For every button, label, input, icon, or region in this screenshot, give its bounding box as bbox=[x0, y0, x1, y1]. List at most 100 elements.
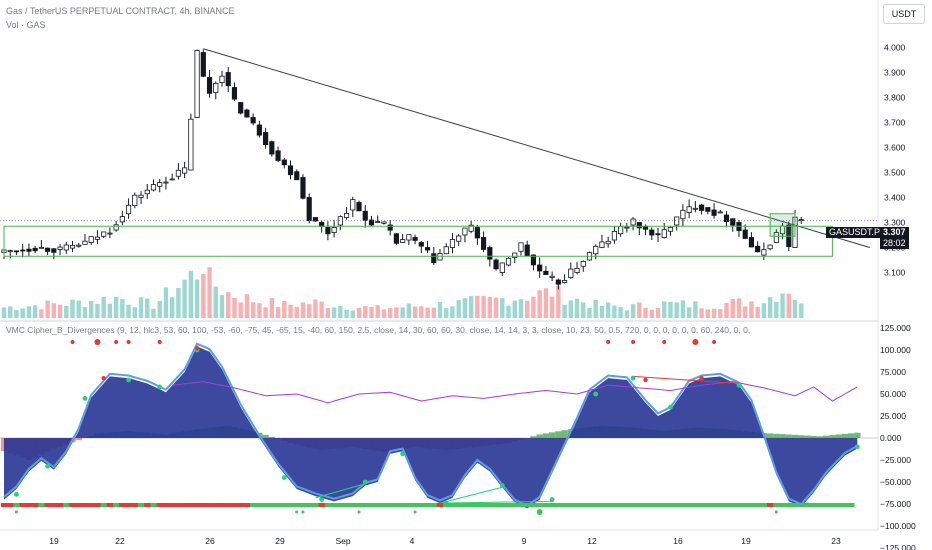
volume-bar bbox=[375, 305, 380, 318]
indicator-tick-label: −75.000 bbox=[880, 499, 911, 509]
strip-cell bbox=[144, 503, 151, 507]
candle-body bbox=[182, 167, 188, 174]
candle-body bbox=[275, 150, 281, 161]
volume-bar bbox=[145, 298, 150, 318]
currency-button[interactable]: USDT bbox=[883, 4, 925, 24]
last-price-tag: 3.307 bbox=[880, 227, 909, 238]
top-marker-dot bbox=[157, 340, 162, 344]
strip-cell bbox=[461, 503, 469, 507]
time-tick-label: 26 bbox=[205, 536, 215, 546]
money-flow-bar bbox=[810, 435, 817, 438]
volume-bar bbox=[182, 279, 187, 318]
candle-body bbox=[362, 210, 368, 221]
candle-body bbox=[144, 189, 150, 195]
price-tick-label: 3.700 bbox=[884, 118, 906, 128]
price-tick-label: 3.400 bbox=[884, 193, 906, 203]
volume-bar bbox=[444, 308, 449, 318]
volume-bar bbox=[288, 304, 293, 318]
volume-bar bbox=[668, 301, 673, 318]
current-box bbox=[769, 213, 796, 237]
candle-body bbox=[125, 204, 132, 215]
volume-bar bbox=[219, 295, 225, 318]
volume-bar bbox=[338, 305, 343, 318]
strip-cell bbox=[206, 503, 213, 507]
volume-bar bbox=[101, 296, 106, 318]
strip-cell bbox=[243, 503, 251, 507]
volume-bar bbox=[662, 301, 667, 318]
strip-cell bbox=[835, 503, 843, 507]
top-marker-dot bbox=[70, 340, 75, 344]
strip-cell bbox=[162, 503, 170, 507]
top-marker-dot bbox=[692, 339, 699, 345]
strip-cell bbox=[50, 503, 58, 507]
strip-cell bbox=[717, 503, 724, 507]
strip-cell bbox=[785, 503, 793, 507]
money-flow-bar bbox=[75, 438, 82, 441]
strip-cell bbox=[331, 503, 338, 507]
indicator-tick-label: 125.000 bbox=[880, 323, 911, 333]
candle-body bbox=[200, 52, 206, 77]
volume-bar bbox=[26, 306, 32, 318]
strip-cell bbox=[268, 503, 276, 507]
strip-cell bbox=[804, 503, 811, 507]
candle-body bbox=[244, 109, 250, 118]
volume-bar bbox=[95, 303, 100, 318]
candle-body bbox=[699, 204, 705, 211]
strip-cell bbox=[430, 503, 438, 507]
strip-cell bbox=[418, 503, 425, 507]
strip-cell bbox=[679, 503, 687, 507]
candle-body bbox=[337, 216, 343, 226]
volume-bar bbox=[699, 308, 704, 318]
candle-body bbox=[474, 227, 480, 239]
strip-cell bbox=[156, 503, 164, 507]
wave-edge bbox=[3, 342, 858, 507]
strip-marker bbox=[536, 509, 543, 515]
strip-cell bbox=[492, 503, 500, 507]
candle-body bbox=[611, 230, 617, 241]
volume-bar bbox=[238, 302, 243, 318]
candle-body bbox=[705, 207, 711, 212]
indicator-title: VMC Cipher_B_Divergences (9, 12, hlc3, 5… bbox=[6, 325, 751, 335]
volume-bar bbox=[674, 302, 679, 318]
strip-cell bbox=[424, 503, 431, 507]
candle-body bbox=[94, 236, 101, 240]
candle-body bbox=[580, 261, 586, 267]
volume-bar bbox=[618, 307, 623, 318]
candle-body bbox=[26, 248, 32, 252]
volume-bar bbox=[605, 302, 611, 318]
strip-cell bbox=[318, 503, 326, 507]
candle-body bbox=[537, 264, 543, 272]
signal-dot bbox=[45, 463, 50, 469]
indicator-tick-label: 25.000 bbox=[880, 411, 906, 421]
volume-bar bbox=[113, 296, 119, 318]
volume-bar bbox=[643, 307, 648, 318]
candle-body bbox=[88, 236, 94, 243]
strip-cell bbox=[368, 503, 375, 507]
signal-dot bbox=[499, 483, 505, 488]
strip-cell bbox=[256, 503, 263, 507]
indicator-tick-label: 75.000 bbox=[880, 367, 906, 377]
candle-body bbox=[543, 270, 549, 275]
volume-bar bbox=[705, 309, 711, 318]
indicator-pane bbox=[0, 339, 878, 515]
strip-cell bbox=[455, 503, 463, 507]
volume-bar bbox=[300, 302, 306, 318]
money-flow-bar bbox=[823, 435, 830, 438]
strip-cell bbox=[517, 503, 525, 507]
volume-bar bbox=[593, 299, 598, 318]
volume-bar bbox=[14, 309, 19, 318]
volume-bar bbox=[562, 304, 567, 318]
bull-divergence-line bbox=[315, 483, 366, 499]
volume-bar bbox=[587, 307, 592, 318]
volume-bar bbox=[537, 290, 542, 318]
strip-cell bbox=[636, 503, 643, 507]
candle-body bbox=[574, 267, 580, 273]
candle-body bbox=[157, 182, 163, 187]
time-tick-label: 23 bbox=[831, 536, 841, 546]
top-marker-dot bbox=[114, 340, 119, 344]
candle-body bbox=[175, 169, 181, 177]
strip-cell bbox=[225, 503, 232, 507]
strip-cell bbox=[274, 503, 282, 507]
